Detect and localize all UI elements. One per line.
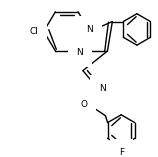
Text: N: N [86, 25, 93, 34]
Text: O: O [80, 100, 87, 108]
Text: Cl: Cl [29, 27, 38, 36]
Text: F: F [119, 148, 124, 157]
Text: N: N [77, 49, 83, 57]
Text: N: N [99, 84, 106, 93]
